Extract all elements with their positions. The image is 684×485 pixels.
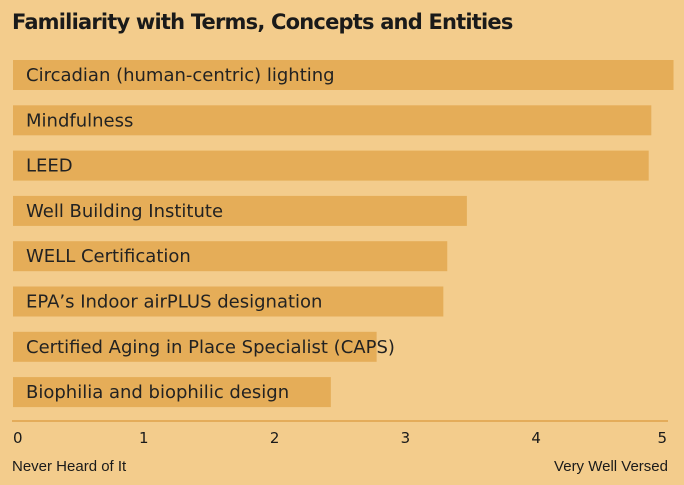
x-tick-label: 3: [401, 429, 411, 447]
x-tick-label: 1: [139, 429, 149, 447]
bar: [13, 60, 674, 90]
bar: [13, 105, 652, 136]
bar-label: Certified Aging in Place Specialist (CAP…: [26, 337, 395, 358]
bar-label: Biophilia and biophilic design: [26, 382, 289, 403]
bar: [13, 195, 467, 226]
bar: [13, 331, 377, 362]
chart-title: Familiarity with Terms, Concepts and Ent…: [12, 10, 513, 34]
bar: [13, 286, 444, 317]
bar-label: WELL Certification: [26, 246, 191, 267]
bar: [13, 377, 331, 408]
x-tick-label: 0: [13, 429, 23, 447]
bar-label: Well Building Institute: [26, 201, 223, 222]
bar-label: LEED: [26, 156, 73, 177]
bar: [13, 241, 448, 272]
bar-label: EPA’s Indoor airPLUS designation: [26, 292, 322, 313]
bar: [13, 150, 649, 181]
bar-label: Mindfulness: [26, 110, 133, 131]
x-tick-label: 5: [657, 429, 667, 447]
x-tick-label: 2: [270, 429, 280, 447]
x-tick-label: 4: [531, 429, 541, 447]
bars-layer: Circadian (human-centric) lighting Mindfu…: [13, 60, 674, 408]
x-axis-ticks: 0 1 2 3 4 5: [13, 429, 667, 447]
scale-low-label: Never Heard of It: [12, 458, 127, 475]
bar-label: Circadian (human-centric) lighting: [26, 65, 335, 86]
scale-high-label: Very Well Versed: [554, 458, 668, 475]
